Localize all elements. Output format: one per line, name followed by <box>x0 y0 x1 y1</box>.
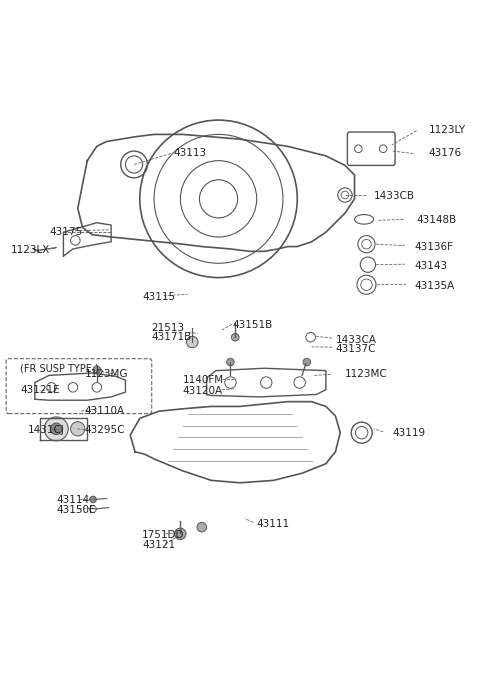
Circle shape <box>175 528 186 540</box>
Text: 43115: 43115 <box>142 291 175 302</box>
Circle shape <box>227 358 234 366</box>
Text: 1433CB: 1433CB <box>373 192 415 202</box>
Circle shape <box>71 422 85 436</box>
Text: 43151B: 43151B <box>233 320 273 330</box>
Text: 1123MC: 1123MC <box>345 369 388 380</box>
Text: 43135A: 43135A <box>414 280 455 291</box>
Text: 43111: 43111 <box>257 519 290 529</box>
Text: 43143: 43143 <box>414 261 447 271</box>
Text: 43295C: 43295C <box>85 425 125 435</box>
Text: 43121: 43121 <box>142 540 175 550</box>
Text: 43150E: 43150E <box>56 505 96 515</box>
Circle shape <box>197 523 206 532</box>
Text: 43175: 43175 <box>49 227 82 237</box>
Text: 43171B: 43171B <box>152 332 192 342</box>
Circle shape <box>93 366 101 373</box>
Circle shape <box>44 417 68 440</box>
Text: 43176: 43176 <box>429 148 462 159</box>
Text: 43114: 43114 <box>56 495 89 505</box>
Circle shape <box>50 423 62 434</box>
Text: 1123LY: 1123LY <box>429 124 466 135</box>
Text: 1123LX: 1123LX <box>11 246 50 255</box>
Text: 43121E: 43121E <box>21 384 60 395</box>
Text: 43113: 43113 <box>173 148 206 159</box>
Text: 1751DD: 1751DD <box>142 530 185 540</box>
Text: 43136F: 43136F <box>414 241 453 252</box>
Text: (FR SUSP TYPE ): (FR SUSP TYPE ) <box>21 363 99 373</box>
Text: 43148B: 43148B <box>417 215 457 225</box>
Text: 1431CJ: 1431CJ <box>28 425 64 435</box>
Text: 21513: 21513 <box>152 323 185 332</box>
Text: 1433CA: 1433CA <box>336 334 376 345</box>
Circle shape <box>303 358 311 366</box>
Circle shape <box>90 496 96 503</box>
Text: 43119: 43119 <box>393 428 426 438</box>
Circle shape <box>231 333 239 341</box>
Circle shape <box>187 337 198 347</box>
Text: 43110A: 43110A <box>85 406 125 416</box>
Text: 1123MG: 1123MG <box>85 369 129 380</box>
Text: 43120A: 43120A <box>183 386 223 395</box>
Text: 1140FM: 1140FM <box>183 376 224 385</box>
Text: 43137C: 43137C <box>336 344 376 354</box>
